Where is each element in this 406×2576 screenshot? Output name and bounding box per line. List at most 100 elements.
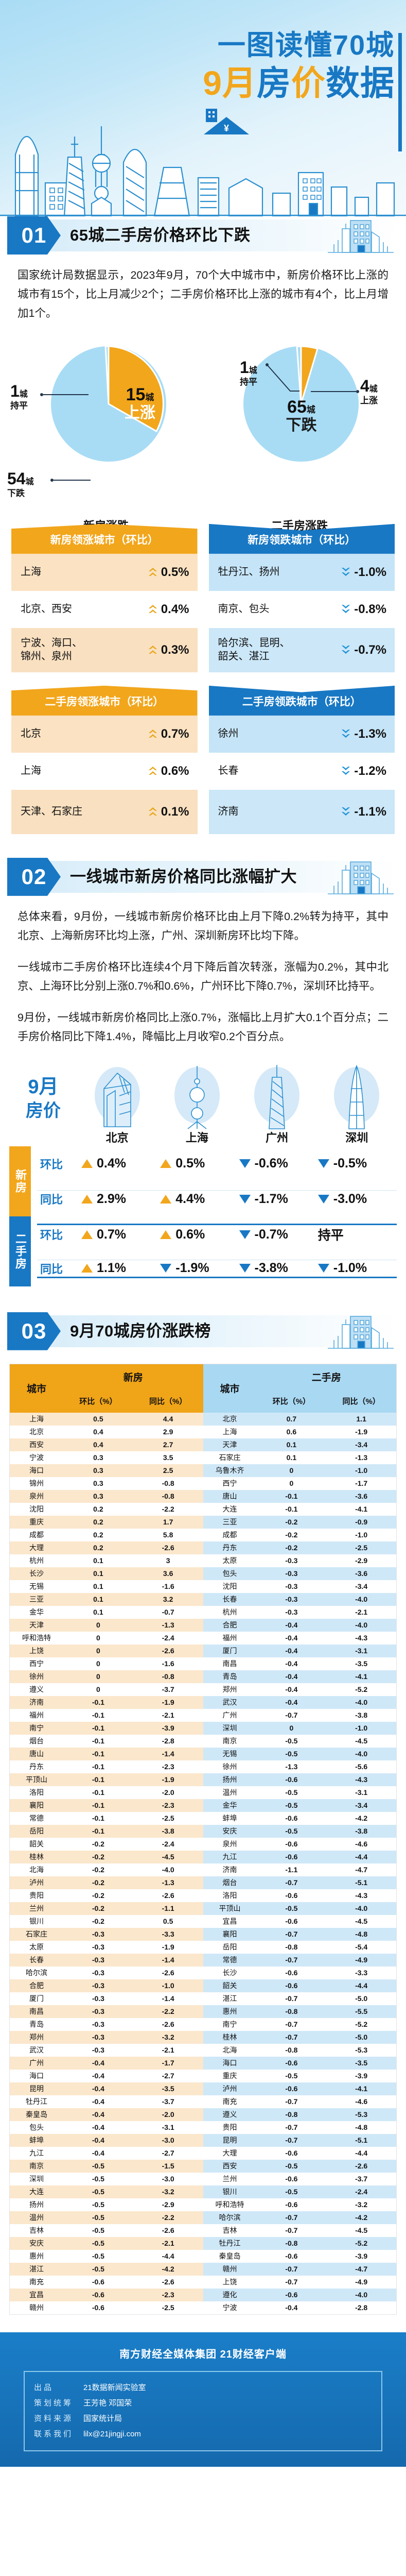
cell-mom-new: -0.3 (63, 1979, 133, 1992)
cell-mom-used: -0.2 (256, 1528, 327, 1541)
table-row: 同比 1.1% -1.9% -3.8% -1.0% (9, 1251, 397, 1286)
cell-mom-new: 0 (63, 1618, 133, 1632)
table-row: 泸州 -0.2 -1.3 烟台 -0.7 -5.1 (10, 1876, 396, 1889)
cell-city-new: 北京 (10, 1425, 63, 1438)
table-row: 南充 -0.6 -2.6 上饶 -0.7 -4.9 (10, 2275, 396, 2289)
cell-mom-used: -0.4 (256, 1644, 327, 1657)
leader-line (311, 391, 357, 392)
cell-yoy-new: -2.6 (133, 2018, 203, 2031)
cell-yoy-new: -1.9 (133, 1696, 203, 1709)
cell-mom-new: -0.3 (63, 1940, 133, 1954)
cell-city-new: 上海 (10, 1412, 63, 1426)
cell-yoy-used: -4.0 (326, 1747, 396, 1760)
cell-city-used: 西宁 (203, 1477, 257, 1490)
cell-mom-new: -0.1 (63, 1773, 133, 1786)
table-row: 海口 -0.4 -2.7 重庆 -0.5 -3.9 (10, 2069, 396, 2082)
cell-yoy-new: -2.5 (133, 1811, 203, 1825)
cell-yoy-new: -1.0 (133, 1979, 203, 1992)
cell-city-new: 石家庄 (10, 1927, 63, 1941)
table-row: 宁波 0.3 3.5 石家庄 0.1 -1.3 (10, 1451, 396, 1464)
cell-mom-used: -1.3 (256, 1760, 327, 1773)
cell-yoy-new: -2.3 (133, 1799, 203, 1812)
cell-mom-used: -0.6 (256, 2056, 327, 2070)
cell-mom-used: -0.7 (256, 2262, 327, 2276)
cell-mom-used: 0 (256, 1464, 327, 1477)
cell-yoy-new: -2.6 (133, 1644, 203, 1657)
cell-yoy-new: 5.8 (133, 1528, 203, 1541)
cell-city-used: 重庆 (203, 2069, 257, 2082)
table-row: 常德 -0.1 -2.5 蚌埠 -0.6 -4.2 (10, 1811, 396, 1825)
chevron-down-icon (342, 729, 350, 738)
cell-mom-new: 0.5 (63, 1412, 133, 1426)
cell-yoy-used: -4.7 (326, 1863, 396, 1876)
cell-yoy-new: -1.5 (133, 2159, 203, 2173)
leader-dot (50, 478, 54, 482)
cell-city-new: 沈阳 (10, 1502, 63, 1516)
cell-mom-new: 0.4 (63, 1425, 133, 1438)
cell-mom-new: -0.5 (63, 2185, 133, 2198)
table-row: 济南 -0.1 -1.9 武汉 -0.4 -4.0 (10, 1696, 396, 1709)
chevron-up-icon (148, 807, 157, 816)
triangle-up-icon (81, 1264, 93, 1273)
cell-city-used: 青岛 (203, 1670, 257, 1683)
used-home-up-panel-header: 二手房领涨城市（环比） (11, 685, 198, 716)
triangle-down-icon (317, 1159, 329, 1168)
cell-mom-new: -0.5 (63, 2159, 133, 2173)
cell-mom-new: -0.1 (63, 1734, 133, 1748)
leader-dot (356, 389, 359, 393)
cell-yoy-used: -4.3 (326, 1889, 396, 1902)
cell-yoy-used: -4.9 (326, 2275, 396, 2289)
cell-mom-used: -0.8 (256, 1940, 327, 1954)
cell-mom-used: -0.5 (256, 1799, 327, 1812)
cell-mom-used: -0.6 (256, 2146, 327, 2160)
cell-mom-new: 0 (63, 1644, 133, 1657)
cell-mom-used: -0.4 (256, 2301, 327, 2314)
cell-city-new: 常德 (10, 1811, 63, 1825)
cell-city-new: 天津 (10, 1618, 63, 1632)
cell-yoy-used: -4.6 (326, 1837, 396, 1851)
cell-yoy-new: 3.5 (133, 1451, 203, 1464)
table-row: 银川 -0.2 0.5 宜昌 -0.6 -4.5 (10, 1914, 396, 1928)
cell-mom-new: -0.1 (63, 1824, 133, 1838)
table-row: 吉林 -0.5 -2.6 吉林 -0.7 -4.5 (10, 2224, 396, 2237)
cell-yoy-new: -1.3 (133, 1876, 203, 1889)
cell-yoy-used: -4.5 (326, 1734, 396, 1748)
table-row: 北海 -0.2 -4.0 济南 -1.1 -4.7 (10, 1863, 396, 1876)
cell-yoy-new: 2.9 (133, 1425, 203, 1438)
cell-mom-used: -0.4 (256, 1670, 327, 1683)
house-icon: ¥ (204, 109, 249, 134)
cell-yoy-new: -2.8 (133, 1734, 203, 1748)
cell-yoy-used: -4.9 (326, 1953, 396, 1967)
building-icon (328, 220, 394, 253)
cell-yoy-new: -2.6 (133, 1966, 203, 1979)
table-row: 温州 -0.5 -2.2 哈尔滨 -0.7 -4.2 (10, 2211, 396, 2224)
cell-yoy-new: -2.2 (133, 1502, 203, 1516)
cell-mom-used: -0.5 (256, 1747, 327, 1760)
used-home-down-panel: 二手房领跌城市（环比） 徐州 -1.3% 长春 (208, 685, 395, 834)
cell-mom-new: 0.3 (63, 1477, 133, 1490)
cell-city-used: 合肥 (203, 1618, 257, 1632)
cell-city-new: 呼和浩特 (10, 1631, 63, 1645)
cell-mom-used: -0.7 (256, 2030, 327, 2044)
pie-charts-block: 15城 上涨 1城 持平 54城 下跌 65城 下跌 (0, 332, 406, 532)
cell-mom-used: -0.6 (256, 2082, 327, 2095)
column-header-mom-used: 环比（%） (272, 1397, 311, 1406)
cell-yoy-new: -2.1 (133, 2236, 203, 2250)
group-label-new: 新房 (9, 1146, 31, 1216)
cell-yoy-new: -2.6 (133, 1541, 203, 1554)
cell-mom-used: 0.1 (256, 1438, 327, 1451)
cell-yoy-used: -4.3 (326, 1773, 396, 1786)
pingan-tower-icon (348, 1064, 365, 1129)
cell-yoy-used: -1.9 (326, 1425, 396, 1438)
cell-mom-new: -0.2 (63, 1902, 133, 1915)
table-row: 青岛 -0.3 -2.6 南宁 -0.7 -5.2 (10, 2018, 396, 2031)
cell-mom-new: -0.3 (63, 1953, 133, 1967)
table-row: 沈阳 0.2 -2.2 大连 -0.1 -4.1 (10, 1502, 396, 1516)
chevron-down-icon (342, 645, 350, 654)
cell-mom-new: -0.4 (63, 2133, 133, 2147)
cell-city-used: 宜昌 (203, 1914, 257, 1928)
cell-mom-used: 0 (256, 1477, 327, 1490)
table-row: 三亚 0.1 3.2 长春 -0.3 -4.0 (10, 1592, 396, 1606)
cell-yoy-used: -2.5 (326, 1541, 396, 1554)
cell-city-new: 平顶山 (10, 1773, 63, 1786)
